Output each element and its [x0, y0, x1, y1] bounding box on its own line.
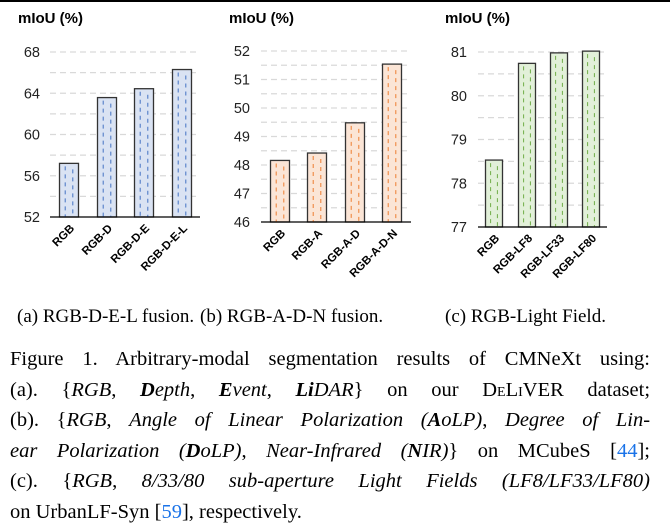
caption-line: ear Polarization (DoLP), Near-Infrared (…: [10, 436, 650, 467]
caption-text: ];: [637, 439, 650, 462]
y-tick-label: 77: [451, 220, 467, 236]
caption-text: DeLiVER: [482, 378, 564, 401]
caption-text: oLP): [441, 409, 483, 431]
caption-text: } on our: [353, 378, 483, 401]
bar-RGB-D-E: [133, 88, 155, 218]
caption-text: A: [427, 409, 442, 431]
caption-text: D: [140, 378, 155, 401]
y-tick-label: 81: [451, 45, 467, 61]
x-tick-label: RGB: [262, 228, 289, 255]
caption-text: epth: [154, 378, 191, 401]
caption-line: Figure 1. Arbitrary-modal segmentation r…: [10, 344, 650, 375]
y-axis-title: mIoU (%): [18, 10, 83, 27]
figure-caption: Figure 1. Arbitrary-modal segmentation r…: [10, 344, 650, 527]
caption-text: ,: [112, 470, 142, 492]
y-tick-label: 48: [234, 158, 250, 174]
caption-text: E: [218, 378, 233, 401]
bar-RGB: [58, 162, 80, 218]
caption-text: } on MCubeS [: [448, 439, 617, 462]
y-tick-label: 64: [24, 86, 40, 102]
caption-text: vent: [232, 378, 267, 401]
caption-text: D: [185, 439, 201, 462]
caption-text: Near-Infrared (: [266, 439, 408, 462]
y-tick-label: 47: [234, 187, 250, 203]
caption-line: on UrbanLF-Syn [59], respectively.: [10, 497, 650, 528]
y-tick-label: 60: [24, 128, 40, 144]
bar-RGB: [484, 159, 504, 228]
caption-text: Li: [295, 378, 314, 401]
citation-link[interactable]: 59: [161, 500, 182, 523]
caption-text: ,: [106, 409, 130, 431]
y-tick-label: 56: [24, 169, 40, 185]
caption-text: ear Polarization (: [10, 439, 186, 462]
caption-text: ,: [190, 378, 219, 401]
bar-RGB-LF8: [517, 62, 537, 228]
y-tick-label: 46: [234, 215, 250, 231]
caption-text: ,: [111, 378, 141, 401]
subcaption-b: (b) RGB-A-D-N fusion.: [200, 306, 384, 327]
y-axis-title: mIoU (%): [445, 10, 510, 27]
caption-text: (c). {: [10, 470, 73, 492]
caption-text: ,: [241, 439, 267, 462]
bar-RGB-LF33: [549, 52, 569, 228]
caption-text: ,: [482, 409, 506, 431]
x-tick-label: RGB: [51, 223, 78, 250]
caption-text: N: [407, 439, 423, 462]
caption-text: oLP): [200, 439, 242, 462]
caption-text: IR): [422, 439, 449, 462]
bar-RGB-D: [96, 96, 118, 218]
caption-text: RGB: [66, 409, 107, 431]
caption-text: Figure 1. Arbitrary-modal segmentation r…: [10, 348, 650, 370]
y-tick-label: 51: [234, 73, 250, 89]
y-tick-label: 49: [234, 130, 250, 146]
x-tick-label: RGB: [476, 233, 503, 260]
citation-link[interactable]: 44: [616, 439, 638, 462]
y-tick-label: 52: [24, 210, 40, 226]
caption-line: (c). {RGB, 8/33/80 sub-aperture Light Fi…: [10, 466, 650, 497]
top-rule: [0, 0, 670, 2]
caption-text: dataset;: [563, 378, 651, 401]
caption-text: Angle of Linear Polarization (: [129, 409, 428, 431]
x-tick-label: RGB-A: [290, 228, 325, 263]
caption-text: ,: [266, 378, 296, 401]
bar-RGB-A: [306, 152, 328, 223]
caption-text: (a). {: [10, 378, 72, 401]
caption-text: ], respectively.: [181, 500, 302, 523]
caption-text: RGB: [71, 378, 112, 401]
y-axis-title: mIoU (%): [229, 10, 294, 27]
y-tick-label: 52: [234, 44, 250, 60]
y-tick-label: 78: [451, 176, 467, 192]
bar-RGB-A-D: [344, 122, 366, 223]
caption-text: Degree of Lin-: [505, 409, 651, 431]
chart-2: mIoU (%)7778798081RGBRGB-LF8RGB-LF33RGB-…: [445, 10, 607, 281]
caption-text: (b). {: [10, 409, 67, 431]
caption-text: DAR: [313, 378, 354, 401]
y-tick-label: 79: [451, 133, 467, 149]
caption-text: RGB: [72, 470, 113, 492]
x-tick-label: RGB-D: [80, 223, 115, 258]
y-tick-label: 68: [24, 45, 40, 61]
caption-line: (b). {RGB, Angle of Linear Polarization …: [10, 405, 650, 436]
bar-RGB: [269, 159, 291, 223]
subcaption-c: (c) RGB-Light Field.: [445, 306, 606, 327]
bar-RGB-D-E-L: [171, 68, 193, 218]
subcaption-a: (a) RGB-D-E-L fusion.: [17, 306, 195, 327]
y-tick-label: 50: [234, 101, 250, 117]
bar-RGB-LF80: [581, 50, 601, 228]
caption-text: 8/33/80 sub-aperture Light Fields (LF8/L…: [141, 470, 650, 492]
caption-text: on UrbanLF-Syn [: [10, 500, 162, 523]
y-tick-label: 80: [451, 89, 467, 105]
caption-line: (a). {RGB, Depth, Event, LiDAR} on our D…: [10, 375, 650, 406]
bar-RGB-A-D-N: [381, 63, 403, 223]
